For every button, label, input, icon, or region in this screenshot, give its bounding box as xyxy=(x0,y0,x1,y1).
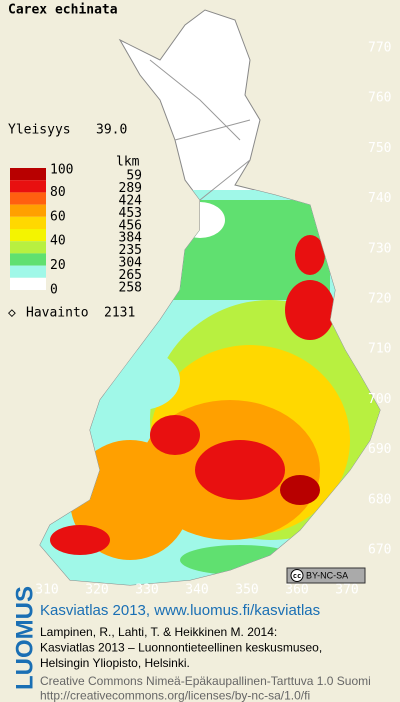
x-grid-label: 330 xyxy=(135,583,158,598)
observation-marker: ◇ xyxy=(8,306,16,321)
y-grid-label: 690 xyxy=(368,442,391,457)
legend-swatch xyxy=(10,216,46,229)
x-grid-label: 360 xyxy=(285,583,308,598)
link[interactable]: Kasviatlas 2013, www.luomus.fi/kasviatla… xyxy=(40,602,320,619)
legend-unit: lkm xyxy=(116,155,140,170)
y-grid-label: 670 xyxy=(368,543,391,558)
y-grid-label: 740 xyxy=(368,191,391,206)
legend-swatch xyxy=(10,241,46,254)
legend-scale-label: 80 xyxy=(50,185,66,200)
legend-scale-label: 100 xyxy=(50,163,73,178)
legend-swatch xyxy=(10,168,46,181)
frequency-value: 39.0 xyxy=(96,123,127,138)
y-grid-label: 750 xyxy=(368,141,391,156)
legend-count: 235 xyxy=(119,243,142,258)
y-grid-label: 700 xyxy=(368,392,391,407)
legend-scale-label: 40 xyxy=(50,234,66,249)
citation-line: Lampinen, R., Lahti, T. & Heikkinen M. 2… xyxy=(40,625,277,639)
legend-swatch xyxy=(10,265,46,278)
logo: LUOMUS xyxy=(11,586,38,690)
observation-label: Havainto xyxy=(26,306,89,321)
legend-scale-label: 0 xyxy=(50,283,58,298)
legend-swatch xyxy=(10,253,46,266)
legend-count: 456 xyxy=(119,218,142,233)
citation-line: Kasviatlas 2013 – Luonnontieteellinen ke… xyxy=(40,641,322,655)
x-grid-label: 320 xyxy=(85,583,108,598)
legend-count: 304 xyxy=(119,256,143,271)
species-title: Carex echinata xyxy=(8,3,118,18)
legend-swatch xyxy=(10,192,46,205)
frequency-label: Yleisyys xyxy=(8,123,71,138)
x-grid-label: 340 xyxy=(185,583,208,598)
y-grid-label: 680 xyxy=(368,492,391,507)
citation-line: Helsingin Yliopisto, Helsinki. xyxy=(40,656,190,670)
observation-count: 2131 xyxy=(104,306,135,321)
y-grid-label: 710 xyxy=(368,342,391,357)
legend-swatch xyxy=(10,229,46,242)
badge-icon: cc xyxy=(293,572,301,580)
legend-count: 424 xyxy=(119,193,143,208)
license-badge: cc BY-NC-SA xyxy=(286,567,366,584)
legend-scale-label: 60 xyxy=(50,209,66,224)
license-line: http://creativecommons.org/licenses/by-n… xyxy=(40,689,310,702)
y-grid-label: 770 xyxy=(368,41,391,56)
legend-count: 59 xyxy=(126,169,142,184)
legend-count: 289 xyxy=(119,181,142,196)
y-grid-label: 760 xyxy=(368,91,391,106)
x-grid-label: 310 xyxy=(35,583,58,598)
map xyxy=(39,9,381,586)
legend-swatch xyxy=(10,277,46,290)
legend-count: 265 xyxy=(119,268,142,283)
legend-swatch xyxy=(10,204,46,217)
badge-text: BY-NC-SA xyxy=(306,570,348,580)
x-grid-label: 370 xyxy=(335,583,358,598)
legend-scale-label: 20 xyxy=(50,258,66,273)
license-line: Creative Commons Nimeä-Epäkaupallinen-Ta… xyxy=(40,674,371,688)
legend-swatch xyxy=(10,180,46,193)
legend-count: 384 xyxy=(119,231,143,246)
legend-count: 453 xyxy=(119,206,142,221)
y-grid-label: 730 xyxy=(368,241,391,256)
x-grid-label: 350 xyxy=(235,583,258,598)
legend-count: 258 xyxy=(119,280,142,295)
y-grid-label: 720 xyxy=(368,292,391,307)
